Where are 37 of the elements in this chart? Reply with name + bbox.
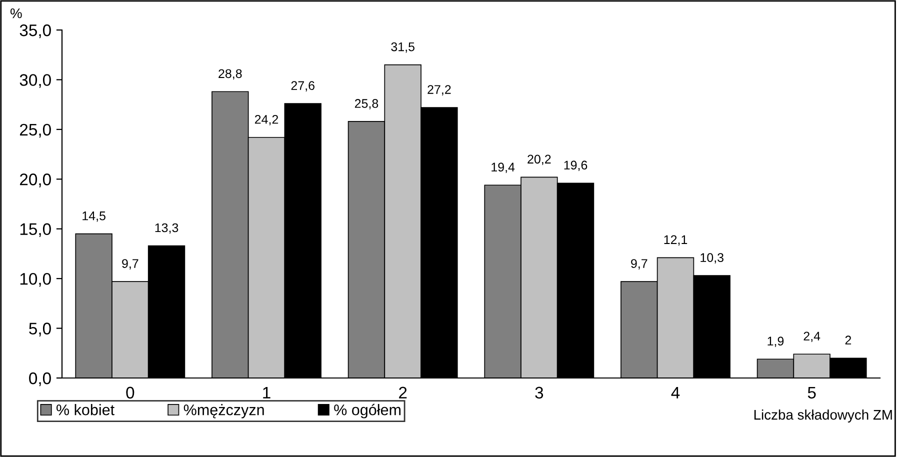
y-tick-label: 35,0 [20,24,51,38]
data-label: 10,3 [700,253,724,264]
legend-label: %mężczyzn [184,404,264,418]
data-label: 19,4 [492,162,515,174]
data-label: 14,5 [82,212,106,222]
data-label: 9,7 [122,259,138,270]
x-tick-label: 4 [671,386,680,398]
y-axis-title: % [10,8,22,18]
data-label: 13,3 [155,223,178,234]
x-tick-label: 5 [808,386,816,399]
data-label: 25,8 [354,99,378,110]
y-tick-label: 5,0 [29,322,51,336]
x-tick-label: 1 [263,386,270,398]
y-tick-label: 30,0 [20,74,51,88]
x-axis-title: Liczba składowych ZM [754,410,892,422]
y-tick-label: 20,0 [20,174,51,188]
data-label: 12,1 [664,235,688,246]
data-label: 2,4 [804,332,820,342]
data-label: 24,2 [254,114,278,126]
x-tick-label: 3 [535,386,544,399]
data-label: 28,8 [218,69,242,80]
y-tick-label: 10,0 [20,272,51,287]
data-label: 19,6 [564,160,588,172]
y-tick-label: 15,0 [20,223,51,238]
data-label: 9,7 [631,259,648,270]
data-label: 27,2 [428,85,451,96]
data-label: 20,2 [528,154,551,166]
data-label: 27,6 [291,81,314,92]
y-tick-label: 0,0 [29,372,51,386]
x-tick-label: 2 [399,386,407,398]
y-tick-label: 25,0 [20,124,51,138]
data-label: 31,5 [391,42,414,53]
legend-label: % kobiet [56,404,114,416]
data-label: 2 [845,336,852,344]
data-label: 1,9 [768,336,784,348]
legend-label: % ogółem [334,404,400,418]
x-tick-label: 0 [126,386,134,399]
